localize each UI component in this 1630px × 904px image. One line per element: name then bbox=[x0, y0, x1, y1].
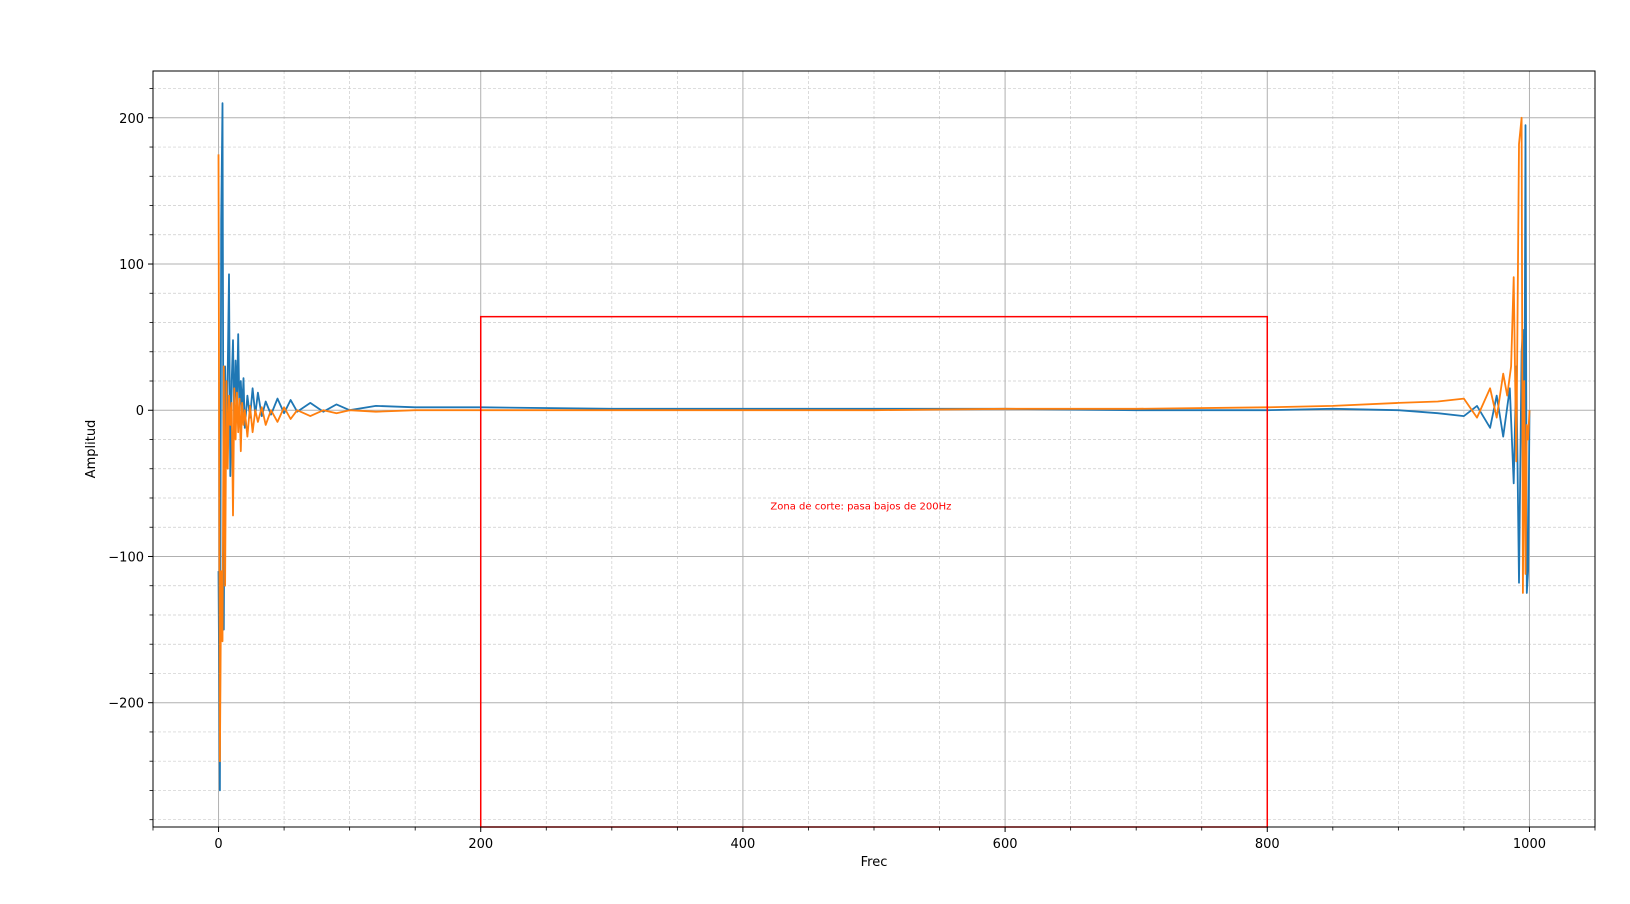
x-tick-label: 1000 bbox=[1513, 837, 1546, 852]
y-tick-label: −200 bbox=[108, 697, 144, 712]
y-axis-label: Amplitud bbox=[84, 420, 99, 479]
y-tick-label: 200 bbox=[119, 112, 144, 127]
x-tick-label: 200 bbox=[468, 837, 493, 852]
x-tick-label: 400 bbox=[730, 837, 755, 852]
y-tick-label: −100 bbox=[108, 550, 144, 565]
y-tick-label: 100 bbox=[119, 258, 144, 273]
y-tick-label: 0 bbox=[136, 404, 144, 419]
series-line-2 bbox=[217, 116, 1531, 763]
cutoff-zone-annotation: Zona de corte: pasa bajos de 200Hz bbox=[770, 502, 951, 513]
x-tick-label: 600 bbox=[993, 837, 1018, 852]
series-layer bbox=[217, 102, 1531, 792]
x-axis-label: Frec bbox=[861, 855, 888, 870]
ticks-layer: 0 200 400 600 800 1000 −200 −100 0 100 200 bbox=[108, 88, 1596, 852]
x-tick-label: 0 bbox=[214, 837, 222, 852]
x-tick-label: 800 bbox=[1255, 837, 1280, 852]
